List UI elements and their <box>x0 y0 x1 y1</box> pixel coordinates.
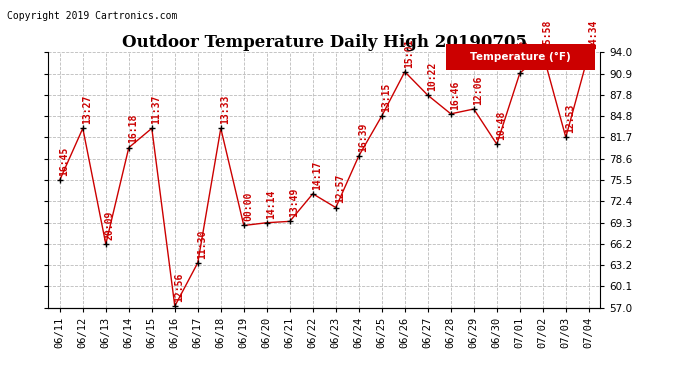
Text: 20:09: 20:09 <box>105 210 115 240</box>
Text: Temperature (°F): Temperature (°F) <box>470 52 571 62</box>
Text: 16:39: 16:39 <box>358 122 368 152</box>
Text: 15:58: 15:58 <box>519 40 529 69</box>
Text: 13:49: 13:49 <box>289 188 299 217</box>
Text: 15:58: 15:58 <box>542 20 552 49</box>
Text: 12:57: 12:57 <box>335 174 345 203</box>
Text: 12:56: 12:56 <box>174 273 184 302</box>
Text: 13:15: 13:15 <box>381 82 391 112</box>
Text: 14:17: 14:17 <box>312 160 322 190</box>
Text: Copyright 2019 Cartronics.com: Copyright 2019 Cartronics.com <box>7 11 177 21</box>
Text: 12:06: 12:06 <box>473 75 483 105</box>
Text: 11:30: 11:30 <box>197 229 207 258</box>
Text: 00:00: 00:00 <box>243 192 253 221</box>
Text: 10:22: 10:22 <box>427 62 437 91</box>
Text: 16:45: 16:45 <box>59 147 69 176</box>
Title: Outdoor Temperature Daily High 20190705: Outdoor Temperature Daily High 20190705 <box>122 34 526 51</box>
Text: 12:53: 12:53 <box>565 104 575 133</box>
Text: 11:37: 11:37 <box>151 95 161 124</box>
Text: 16:46: 16:46 <box>450 80 460 110</box>
Text: 16:18: 16:18 <box>128 114 138 144</box>
Text: 13:27: 13:27 <box>82 95 92 124</box>
Text: 14:14: 14:14 <box>266 189 276 219</box>
Text: 13:33: 13:33 <box>220 95 230 124</box>
Text: 10:48: 10:48 <box>496 111 506 140</box>
Text: 15:01: 15:01 <box>404 38 414 68</box>
Text: 14:34: 14:34 <box>588 20 598 49</box>
